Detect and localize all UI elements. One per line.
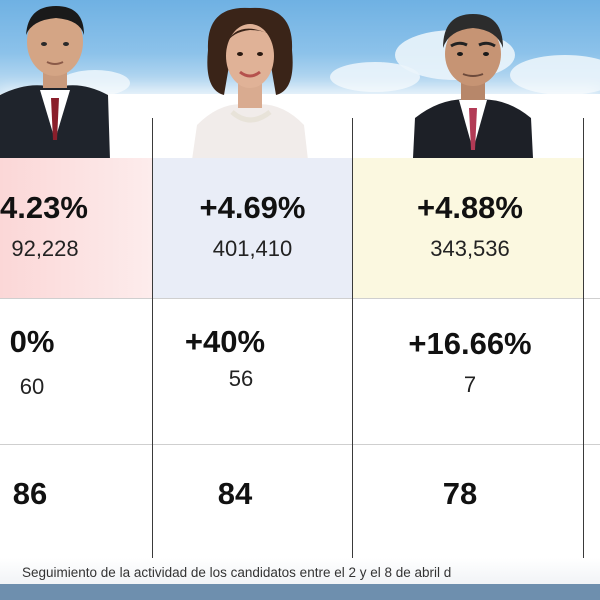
candidate-1-row2-percent: 0% <box>9 324 55 359</box>
candidate-2-column-tint <box>153 158 352 298</box>
candidate-2-row2-percent: +40% <box>184 324 266 359</box>
caption-text: Seguimiento de la actividad de los candi… <box>22 565 452 580</box>
candidate-3-column-tint <box>353 158 583 298</box>
row-divider <box>0 444 600 445</box>
candidate-3-row3-value: 78 <box>442 476 478 511</box>
candidate-3-photo <box>413 8 533 158</box>
candidate-2-photo <box>192 0 308 160</box>
candidate-1-photo <box>0 0 110 160</box>
candidate-2-row1-percent: +4.69% <box>199 190 306 225</box>
column-divider <box>152 118 153 558</box>
candidate-2-row1-count: 401,410 <box>212 236 293 261</box>
candidate-1-row1-percent: 4.23% <box>0 190 88 225</box>
candidate-1-column-tint <box>0 158 152 298</box>
cloud-shape <box>330 62 420 92</box>
candidate-1-row1-count: 92,228 <box>11 236 79 261</box>
footer-strip <box>0 584 600 600</box>
candidate-2-row2-count: 56 <box>228 366 254 391</box>
candidate-2-row3-value: 84 <box>217 476 253 511</box>
candidate-3-row2-count: 7 <box>463 372 477 397</box>
candidate-3-row2-percent: +16.66% <box>408 326 532 361</box>
column-divider <box>352 118 353 558</box>
candidate-1-row2-count: 60 <box>19 374 45 399</box>
candidate-1-row3-value: 86 <box>12 476 48 511</box>
column-divider <box>583 118 584 558</box>
candidate-3-row1-count: 343,536 <box>430 236 510 261</box>
row-divider <box>0 298 600 299</box>
candidate-3-row1-percent: +4.88% <box>416 190 523 225</box>
cloud-shape <box>510 55 600 95</box>
